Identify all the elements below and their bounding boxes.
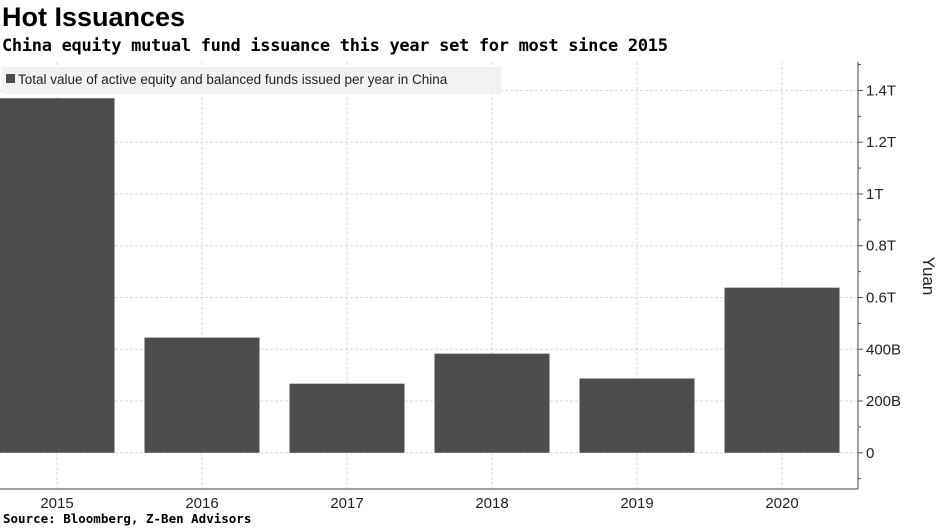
y-tick-label: 1.4T xyxy=(866,82,896,99)
y-tick-label: 0.8T xyxy=(866,238,896,255)
legend-box xyxy=(1,67,501,94)
bar-2017 xyxy=(289,383,405,453)
y-tick-label: 1T xyxy=(866,186,884,203)
x-tick-label: 2019 xyxy=(620,495,653,512)
x-tick-label: 2017 xyxy=(330,495,363,512)
chart-title: Hot Issuances xyxy=(2,2,186,32)
bar-2016 xyxy=(144,337,260,453)
bar-2019 xyxy=(579,378,695,453)
x-tick-label: 2016 xyxy=(185,495,218,512)
bar-2015 xyxy=(0,98,115,453)
y-tick-label: 400B xyxy=(866,341,901,358)
y-tick-label: 200B xyxy=(866,393,901,410)
y-axis-label: Yuan xyxy=(919,257,938,296)
y-tick-label: 0 xyxy=(866,445,874,462)
x-tick-label: 2015 xyxy=(40,495,73,512)
y-tick-label: 1.2T xyxy=(866,134,896,151)
x-tick-label: 2018 xyxy=(475,495,508,512)
source-note: Source: Bloomberg, Z-Ben Advisors xyxy=(3,511,252,526)
y-tick-label: 0.6T xyxy=(866,289,896,306)
x-tick-label: 2020 xyxy=(765,495,798,512)
legend-label: Total value of active equity and balance… xyxy=(18,72,448,87)
legend-swatch xyxy=(6,74,15,83)
chart-subtitle: China equity mutual fund issuance this y… xyxy=(2,36,668,56)
bar-2020 xyxy=(724,287,840,453)
bar-2018 xyxy=(434,353,550,453)
